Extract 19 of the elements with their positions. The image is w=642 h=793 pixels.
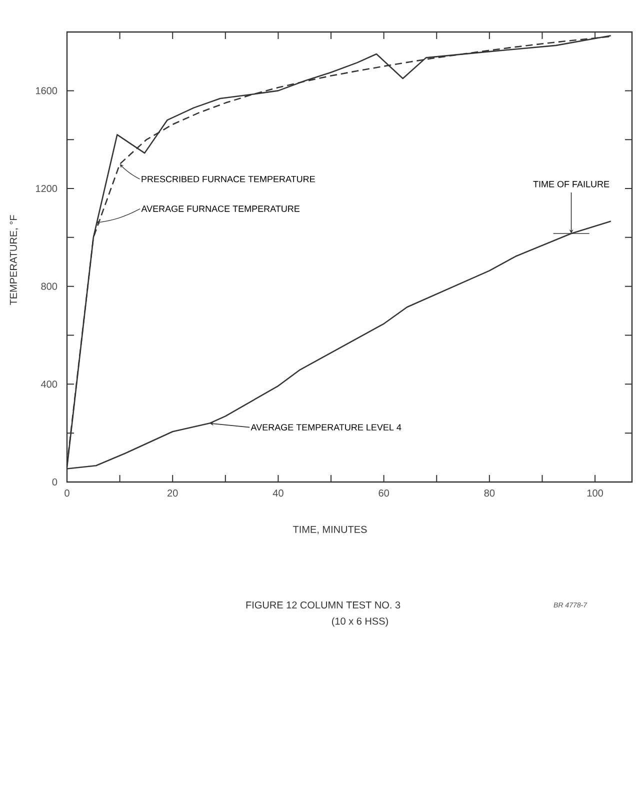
annotation: TIME OF FAILURE — [533, 180, 610, 188]
y-tick-label: 0 — [52, 478, 58, 486]
y-tick-label: 1200 — [36, 184, 58, 192]
y-tick-label: 800 — [41, 282, 58, 290]
x-tick-label: 40 — [272, 490, 284, 497]
x-tick-label: 60 — [378, 490, 389, 497]
x-tick-label: 80 — [484, 490, 495, 497]
y-tick-label: 400 — [41, 380, 58, 388]
annotation: AVERAGE TEMPERATURE LEVEL 4 — [250, 424, 402, 430]
x-axis-title: TIME, MINUTES — [292, 526, 367, 534]
x-tick-label: 0 — [64, 490, 70, 497]
annotation: PRESCRIBED FURNACE TEMPERATURE — [142, 176, 315, 182]
y-tick-label: 1600 — [36, 87, 58, 94]
text: (10 x 6 HSS) — [332, 617, 388, 627]
y-axis-title: TEMPERATURE, °F — [10, 215, 18, 306]
x-tick-label: 20 — [168, 490, 178, 497]
x-tick-label: 100 — [587, 490, 603, 497]
text: FIGURE 12 COLUMN TEST NO. 3 — [246, 601, 400, 609]
annotation: AVERAGE FURNACE TEMPERATURE — [141, 206, 300, 212]
